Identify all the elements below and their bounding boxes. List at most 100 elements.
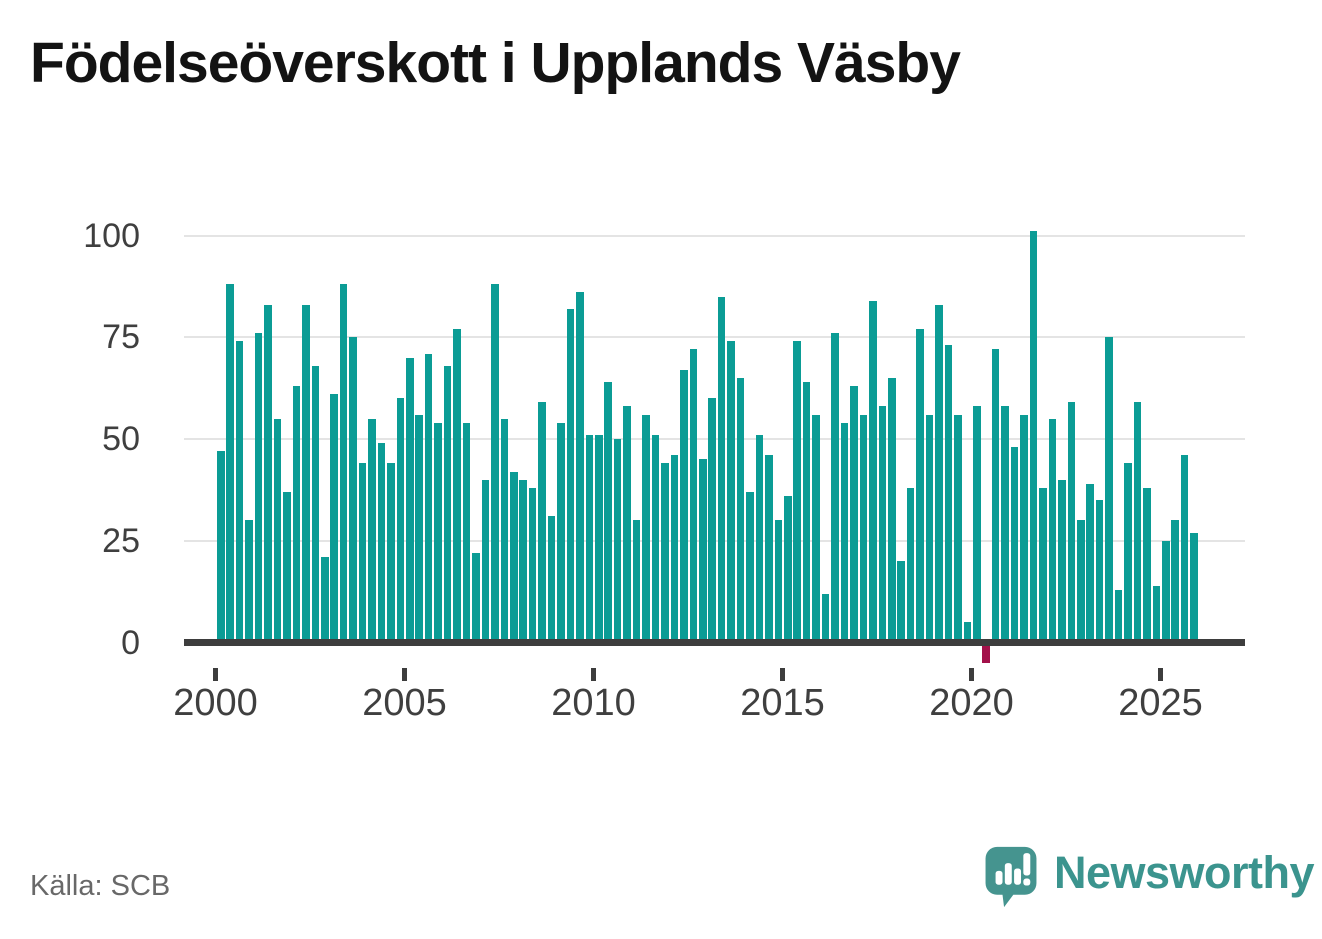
bar-2008-q1 [519,479,527,643]
bar-2012-q1 [670,455,679,643]
bar-2016-q2 [831,333,839,643]
bar-2006-q3 [462,422,471,643]
bar-2003-q1 [330,394,338,643]
bar-2015-q4 [812,414,820,643]
bar-2019-q3 [954,414,962,643]
bar-2025-q3 [1180,455,1189,643]
gridline-y-75 [184,336,1245,339]
bar-2005-q4 [434,422,442,643]
bar-2001-q4 [283,491,291,643]
bar-2013-q4 [736,377,745,643]
y-axis-label-50: 50 [102,420,140,458]
bar-2011-q1 [632,520,641,643]
x-axis-label-2005: 2005 [362,682,447,724]
bar-2007-q2 [491,284,499,643]
bar-2014-q1 [746,491,754,643]
x-axis-line [184,639,1245,646]
bar-2006-q4 [472,552,480,643]
page-title: Födelseöverskott i Upplands Väsby [30,31,961,95]
x-axis-label-2015: 2015 [740,682,825,724]
bar-2011-q4 [661,463,669,643]
x-axis-label-2025: 2025 [1118,682,1203,724]
x-axis-tick-2005 [402,668,407,681]
bar-2022-q3 [1067,402,1076,643]
bar-2017-q1 [859,414,868,643]
bar-2020-q3 [991,349,1000,643]
bar-2019-q4 [963,622,972,643]
bar-2002-q3 [311,365,320,643]
y-axis-label-25: 25 [102,521,140,560]
bar-2010-q2 [604,382,613,643]
bar-2013-q3 [727,341,735,643]
bar-2021-q1 [1010,447,1019,643]
bar-2014-q2 [755,434,764,643]
bar-2019-q2 [944,345,953,643]
bar-2000-q4 [245,520,253,643]
bar-2012-q2 [680,369,688,643]
bar-2013-q1 [708,398,716,643]
bar-2022-q4 [1076,520,1085,643]
bar-2011-q3 [651,434,660,643]
bar-2025-q4 [1190,532,1198,643]
bar-2003-q4 [358,463,367,643]
bar-2021-q2 [1020,414,1028,643]
bar-2018-q2 [906,487,915,643]
bar-2004-q2 [377,443,386,643]
bar-2025-q1 [1162,540,1170,643]
bar-2018-q4 [925,414,934,643]
bar-2024-q1 [1124,463,1132,643]
bar-2009-q2 [566,308,575,643]
bar-2005-q1 [406,357,414,643]
bar-2021-q4 [1039,487,1047,643]
bar-2005-q3 [424,353,433,643]
bar-2002-q2 [302,304,310,643]
bar-2003-q3 [349,337,357,643]
bar-2025-q2 [1171,520,1180,643]
bar-2008-q3 [538,402,546,643]
x-axis-tick-2025 [1158,668,1163,681]
bar-2022-q2 [1058,479,1066,643]
bar-2001-q3 [273,418,282,643]
bar-2005-q2 [415,414,424,643]
gridline-y-100 [184,234,1245,237]
bar-2024-q3 [1143,487,1151,643]
bar-2010-q3 [613,439,622,643]
bar-2010-q1 [595,434,603,643]
x-axis-tick-2015 [780,668,785,681]
bar-2023-q1 [1086,483,1094,643]
bar-2016-q1 [821,593,830,643]
x-axis-tick-2000 [213,668,218,681]
bar-2015-q3 [802,382,811,643]
x-axis-label-2020: 2020 [929,682,1014,724]
bar-2007-q1 [481,479,490,643]
bar-2012-q4 [698,459,707,643]
x-axis-tick-2010 [591,668,596,681]
bar-2017-q3 [878,406,887,643]
bar-2001-q2 [264,304,272,643]
bar-2009-q4 [585,434,594,643]
bar-2023-q4 [1114,589,1123,643]
y-axis-label-0: 0 [121,623,140,662]
bar-2020-q1 [973,406,981,643]
bar-2004-q1 [368,418,376,643]
bar-2003-q2 [339,284,348,643]
bar-2001-q1 [254,333,263,643]
bar-2016-q3 [840,422,849,643]
bar-2015-q2 [793,341,802,643]
bar-2018-q1 [897,561,905,643]
bar-2002-q1 [292,386,301,643]
x-axis-label-2000: 2000 [173,682,258,724]
bar-2019-q1 [935,304,943,643]
bar-2012-q3 [689,349,698,643]
bar-2020-q4 [1001,406,1009,643]
x-axis-tick-2020 [969,668,974,681]
bar-2004-q4 [396,398,405,643]
bar-2024-q2 [1133,402,1142,643]
y-axis-label-75: 75 [102,318,140,357]
bar-2009-q1 [557,422,565,643]
bar-2008-q4 [547,516,556,643]
bar-2017-q2 [869,300,877,643]
bar-2007-q3 [500,418,509,643]
newsworthy-logo-icon [985,846,1037,908]
